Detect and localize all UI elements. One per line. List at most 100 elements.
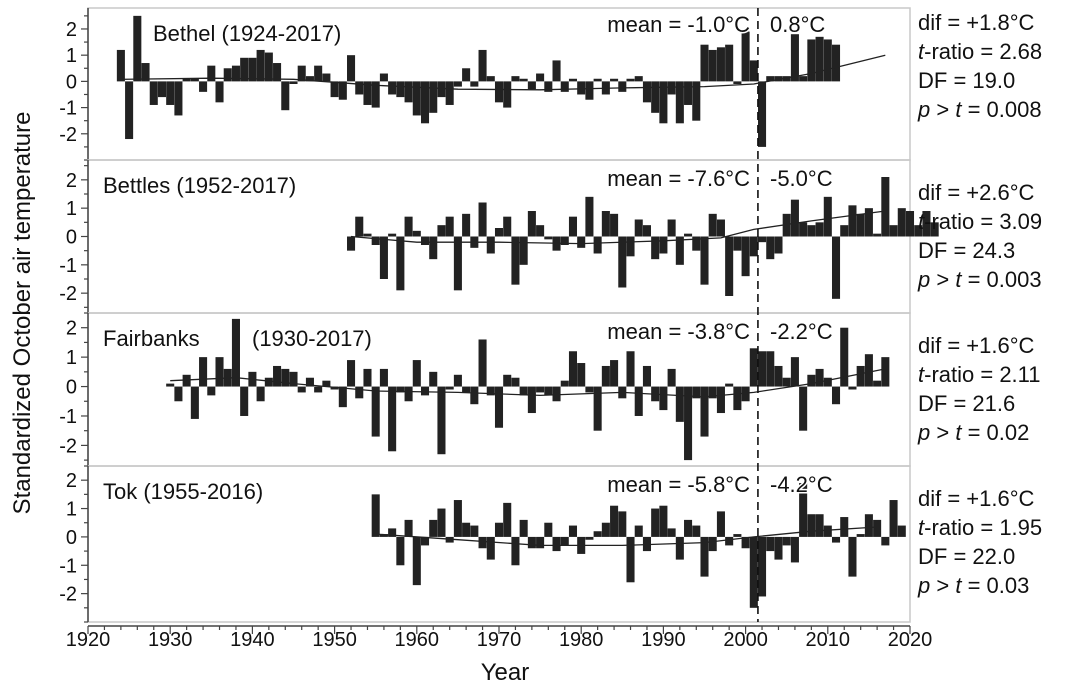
data-bar (437, 386, 446, 455)
data-bar (429, 81, 438, 113)
data-bar (256, 386, 265, 402)
data-bar (766, 76, 775, 82)
stat-dif: dif = +1.6°C (918, 333, 1035, 358)
data-bar (462, 522, 471, 537)
data-bar (478, 49, 487, 82)
data-bar (445, 386, 454, 390)
stat-p-op: > (930, 573, 956, 598)
stats-tok: dif = +1.6°C t-ratio = 1.95 DF = 22.0 p … (918, 484, 1042, 600)
data-bar (914, 225, 923, 237)
data-bar (470, 525, 479, 537)
data-bar (388, 528, 397, 537)
data-bar (618, 511, 627, 537)
data-bar (807, 514, 816, 537)
data-bar (733, 236, 742, 251)
data-bar (823, 39, 832, 82)
data-bar (519, 386, 528, 396)
y-tick-label: 2 (66, 170, 77, 192)
data-bar (749, 348, 758, 387)
data-bar (675, 81, 684, 124)
data-bar (338, 386, 347, 408)
data-bar (420, 386, 430, 396)
data-bar (733, 534, 742, 537)
data-bar (651, 236, 660, 260)
data-bar (601, 365, 610, 387)
trend-line (170, 368, 886, 398)
data-bar (552, 386, 561, 402)
stat-df: DF = 22.0 (918, 544, 1016, 569)
data-bar (297, 386, 306, 393)
data-bar (840, 327, 849, 387)
data-bar (659, 386, 668, 411)
data-bar (881, 536, 890, 546)
data-bar (881, 177, 890, 237)
x-tick-label: 1940 (230, 629, 275, 651)
data-bar (494, 228, 504, 237)
y-tick-label: 1 (66, 347, 77, 369)
data-bar (379, 534, 388, 537)
stat-p-symbol: p (918, 420, 931, 445)
data-bar (478, 339, 487, 387)
data-bar (412, 230, 421, 237)
data-bar (544, 236, 553, 240)
chart-panel: 2 1 0 -1 -2 Fairbanks (1930-2017) mean = -3.8°C… (59, 312, 911, 467)
data-bar (856, 213, 865, 237)
data-bar (289, 371, 298, 387)
data-bar (815, 222, 824, 237)
data-bar (848, 205, 857, 237)
y-tick-label: -1 (59, 406, 77, 428)
data-bar (700, 386, 709, 437)
mean-after-label: 0.8°C (770, 12, 825, 37)
stat-p-symbol: p (918, 267, 931, 292)
data-bar (544, 81, 553, 92)
data-bar (264, 52, 273, 82)
data-bar (905, 211, 915, 237)
stat-p: p > t = 0.003 (918, 265, 1042, 294)
data-bar (231, 318, 240, 387)
stats-bethel: dif = +1.8°C t-ratio = 2.68 DF = 19.0 p … (918, 8, 1042, 124)
y-tick-label: 0 (66, 227, 77, 249)
data-bar (207, 386, 216, 396)
data-bar (536, 536, 545, 549)
trend-line (375, 526, 878, 547)
data-bar (215, 357, 224, 387)
data-bar (166, 383, 175, 387)
stats-fairbanks: dif = +1.6°C t-ratio = 2.11 DF = 21.6 p … (918, 331, 1041, 447)
x-tick-label: 2020 (888, 629, 933, 651)
data-bar (462, 213, 471, 237)
mean-before-label: mean = -5.8°C (607, 472, 750, 497)
data-bar (831, 536, 841, 543)
data-bar (371, 236, 380, 245)
station-label: Fairbanks (103, 326, 200, 351)
data-bar (166, 81, 175, 105)
data-bar (396, 236, 405, 291)
data-bar (692, 236, 701, 251)
stat-p-t-symbol: t (955, 97, 962, 122)
data-bar (199, 357, 208, 387)
data-bar (774, 365, 783, 387)
y-tick-label: -2 (59, 584, 77, 606)
stat-t-ratio: t-ratio = 1.95 (918, 513, 1042, 542)
data-bar (445, 216, 454, 237)
data-bar (659, 81, 668, 124)
data-bar (577, 236, 586, 248)
data-bar (815, 36, 824, 82)
data-bar (741, 536, 750, 549)
data-bar (281, 368, 290, 387)
data-bar (273, 365, 282, 387)
data-bar (511, 536, 520, 566)
data-bar (322, 73, 331, 82)
data-bar (215, 81, 224, 103)
data-bar (240, 57, 249, 82)
data-bar (371, 81, 380, 108)
data-bar (363, 368, 372, 387)
data-bar (347, 55, 356, 82)
data-bar (371, 386, 380, 437)
x-axis: 1920 1930 1940 1950 1960 1970 1980 1990 2000 2010… (66, 8, 933, 651)
data-bar (141, 63, 150, 82)
data-bar (503, 216, 512, 237)
data-bar (790, 34, 799, 82)
data-bar (470, 81, 479, 87)
stat-t-symbol: t (918, 209, 925, 234)
data-bar (363, 81, 372, 105)
